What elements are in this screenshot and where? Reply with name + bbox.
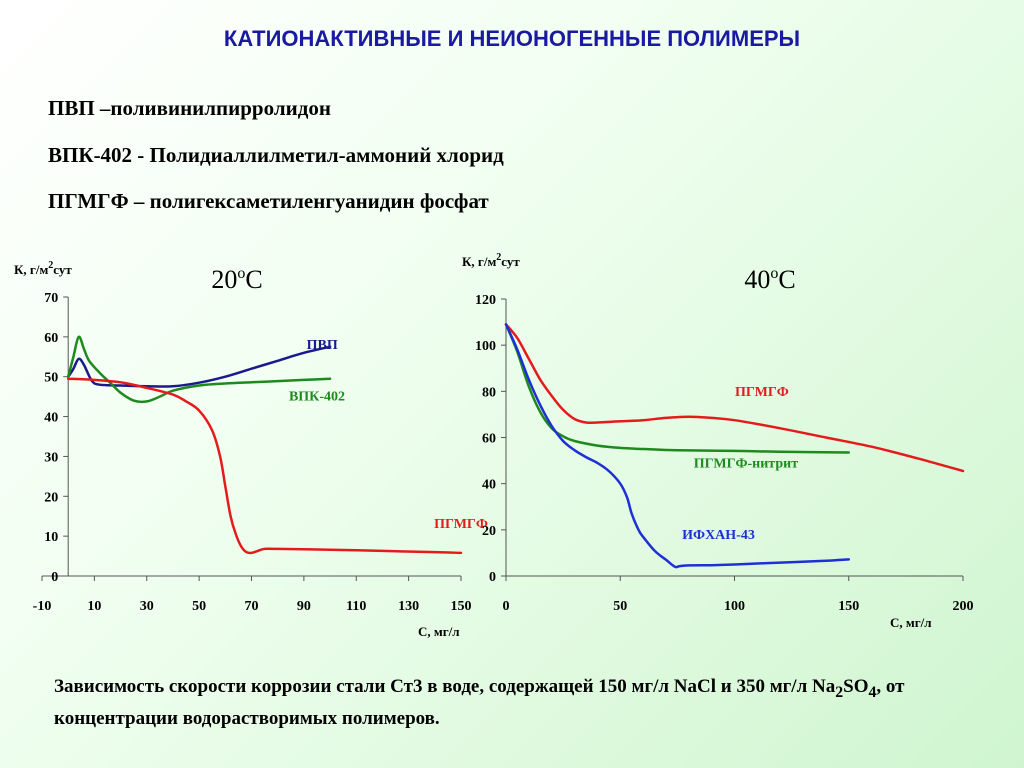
- chart2-y-tick-label: 80: [482, 385, 496, 400]
- chart1-x-tick-label: 30: [140, 599, 154, 614]
- chart2-series-line-3: [504, 323, 851, 569]
- chart1-y-tick-label: 30: [44, 450, 58, 465]
- chart2-x-tick-label: 0: [503, 599, 510, 614]
- chart2-x-tick-label: 100: [724, 599, 745, 614]
- chart1-series-line-1: [66, 345, 332, 388]
- chart2-y-label: К, г/м2сут: [462, 252, 520, 269]
- chart1-x-tick-label: 110: [346, 599, 366, 614]
- chart1-y-tick-label: 0: [51, 570, 58, 585]
- caption-text-1: Зависимость скорости коррозии стали Ст3 …: [54, 676, 836, 697]
- chart1-x-tick-label: 90: [297, 599, 311, 614]
- chart1-series-label-1: ПВП: [307, 338, 338, 353]
- caption-sub-1: 2: [835, 683, 844, 701]
- chart1-y-label: К, г/м2сут: [14, 260, 72, 277]
- chart1-x-tick-label: -10: [33, 599, 52, 614]
- chart1-series-line-2: [66, 335, 332, 404]
- chart2-series-line-2: [504, 323, 851, 454]
- chart2-x-tick-label: 150: [838, 599, 859, 614]
- chart1-series-label-3: ПГМГФ: [434, 517, 488, 532]
- chart1-y-tick-label: 40: [44, 411, 58, 426]
- chart1-series-line-3: [66, 377, 463, 555]
- chart2-y-tick-label: 20: [482, 524, 496, 539]
- page-title: КАТИОНАКТИВНЫЕ И НЕИОНОГЕННЫЕ ПОЛИМЕРЫ: [223, 26, 801, 51]
- chart1-x-label: С, мг/л: [418, 624, 460, 639]
- chart1-series-label-2: ВПК-402: [289, 390, 345, 405]
- chart2-title: 40oC: [744, 265, 795, 294]
- chart1-y-tick-label: 60: [44, 331, 58, 346]
- chart2-y-tick-label: 0: [489, 570, 496, 585]
- chart2-x-label: С, мг/л: [890, 615, 932, 630]
- charts-area: 0 10 20 30 40 50 60 70 -10 10 30 50 70 90 110 130 150 20o…: [14, 252, 974, 639]
- chart1-x-tick-label: 50: [192, 599, 206, 614]
- chart2-y-tick-label: 60: [482, 432, 496, 447]
- chart1-x-tick-label: 70: [245, 599, 259, 614]
- chart1-x-tick-label: 10: [87, 599, 101, 614]
- chart2-series-line-1: [504, 323, 965, 473]
- definition-pgmgf: ПГМГФ – полигексаметиленгуанидин фосфат: [48, 189, 489, 213]
- figure-caption: Зависимость скорости коррозии стали Ст3 …: [54, 674, 994, 732]
- chart2-y-tick-label: 120: [475, 293, 496, 308]
- chart1-y-tick-label: 10: [44, 530, 58, 545]
- caption-text-3: , от концентрации водорастворимых полиме…: [54, 676, 905, 729]
- chart1-y-tick-label: 20: [44, 490, 58, 505]
- chart1-y-tick-label: 50: [44, 371, 58, 386]
- chart1-x-tick-label: 130: [398, 599, 419, 614]
- caption-text-2: SO: [843, 676, 869, 697]
- chart1-x-tick-label: 150: [451, 599, 472, 614]
- chart2-series-label-3: ИФХАН-43: [682, 528, 755, 543]
- chart2-y-tick-label: 40: [482, 478, 496, 493]
- chart2-y-tick-label: 100: [475, 339, 496, 354]
- chart1-y-tick-label: 70: [44, 291, 58, 306]
- chart2-x-tick-label: 50: [613, 599, 627, 614]
- chart1-title: 20oC: [211, 265, 262, 294]
- chart2-series-label-2: ПГМГФ-нитрит: [694, 457, 798, 472]
- caption-sub-2: 4: [868, 683, 877, 701]
- chart2-series-label-1: ПГМГФ: [735, 385, 789, 400]
- definition-vpk402: ВПК-402 - Полидиаллилметил-аммоний хлори…: [48, 143, 504, 167]
- chart2-x-tick-label: 200: [953, 599, 974, 614]
- definition-pvp: ПВП –поливинилпирролидон: [48, 96, 331, 120]
